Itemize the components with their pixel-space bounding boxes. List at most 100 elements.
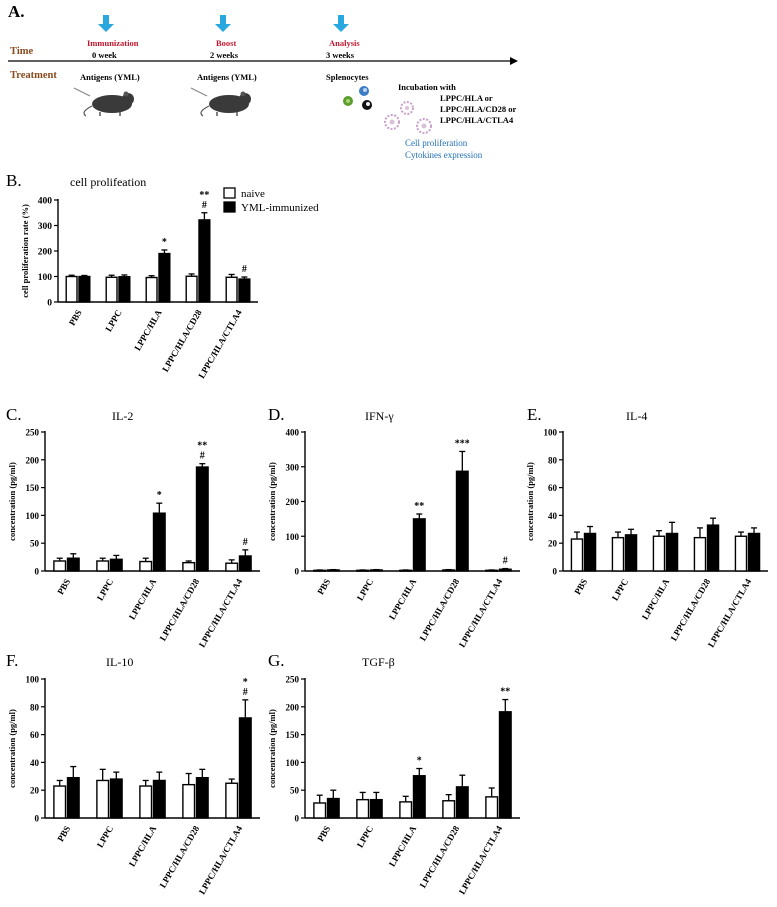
legend-swatch-naive	[223, 187, 236, 199]
bar-immunized	[118, 276, 131, 303]
bar-naive	[313, 569, 327, 572]
legend-swatch-immunized	[223, 201, 236, 213]
bar-immunized	[583, 532, 597, 572]
y-tick-label: 20	[548, 539, 558, 549]
stage-event-analysis: Analysis	[329, 38, 360, 48]
bar-immunized	[238, 717, 252, 819]
stage-treatment-2: Splenocytes	[326, 72, 369, 82]
incubation-title: Incubation with	[398, 82, 456, 92]
bar-naive	[225, 782, 239, 819]
bar-immunized	[326, 797, 340, 819]
significance-label: *	[417, 756, 422, 767]
bar-immunized	[152, 512, 166, 572]
legend-label-naive: naive	[241, 188, 265, 200]
x-tick-label: PBS	[315, 824, 332, 843]
significance-label: #	[243, 537, 248, 548]
bar-naive	[225, 276, 238, 303]
x-tick-label: LPPC/HLA/CD28	[160, 308, 204, 374]
y-tick-label: 0	[35, 814, 40, 824]
x-tick-label: LPPC/HLA	[132, 308, 164, 353]
y-tick-label: 200	[286, 497, 300, 507]
bar-naive	[225, 562, 239, 572]
bar-naive	[185, 275, 198, 303]
bar-naive	[182, 783, 196, 819]
bar-immunized	[66, 557, 80, 572]
bar-naive	[65, 275, 78, 303]
panel-a-letter: A.	[8, 2, 25, 21]
bar-immunized	[66, 776, 80, 819]
lppc-particle-icon	[384, 101, 432, 134]
bar-naive	[485, 569, 499, 572]
significance-label: *	[162, 237, 167, 248]
stage-time-2: 3 weeks	[326, 50, 355, 60]
y-tick-label: 200	[26, 455, 40, 465]
y-tick-label: 250	[286, 675, 300, 685]
bar-immunized	[109, 558, 123, 572]
y-axis-label: concentration (pg/ml)	[7, 462, 17, 541]
bar-naive	[356, 569, 370, 572]
stage-event-boost: Boost	[216, 38, 237, 48]
legend-label-immunized: YML-immunized	[241, 202, 319, 214]
chart-title: IL-2	[112, 409, 133, 423]
bar-naive	[96, 779, 110, 819]
splenocyte-green-icon	[343, 96, 353, 106]
significance-label: #	[200, 451, 205, 462]
time-row-label: Time	[10, 46, 34, 57]
x-tick-label: PBS	[315, 577, 332, 596]
bar-naive	[356, 798, 370, 819]
bar-immunized	[706, 524, 720, 572]
bar-immunized	[195, 466, 209, 572]
x-tick-label: PBS	[572, 577, 589, 596]
bar-naive	[399, 569, 413, 572]
x-tick-label: LPPC	[103, 308, 123, 333]
y-tick-label: 400	[38, 197, 53, 207]
bar-immunized	[665, 532, 679, 572]
y-tick-label: 100	[26, 675, 40, 685]
mouse-icon	[190, 87, 251, 117]
significance-label: ***	[455, 438, 470, 449]
x-tick-label: LPPC/HLA	[387, 577, 419, 622]
bar-naive	[734, 535, 748, 572]
y-tick-label: 0	[295, 814, 300, 824]
y-tick-label: 100	[26, 511, 40, 521]
x-tick-label: LPPC/HLA/CTLA4	[457, 577, 505, 650]
incubation-line: LPPC/HLA/CTLA4	[440, 115, 514, 125]
y-tick-label: 100	[286, 532, 300, 542]
y-tick-label: 40	[548, 511, 558, 521]
significance-label: #	[243, 687, 248, 698]
mouse-icon	[73, 87, 134, 117]
y-tick-label: 250	[26, 428, 40, 438]
x-tick-label: LPPC	[610, 577, 630, 602]
stage-time-0: 0 week	[92, 50, 117, 60]
y-tick-label: 100	[38, 273, 53, 283]
x-tick-label: LPPC	[95, 577, 115, 602]
lppc-particle-core-icon	[389, 106, 427, 129]
x-tick-label: LPPC/HLA/CD28	[158, 824, 202, 890]
significance-label: #	[242, 264, 247, 275]
chart-title: cell prolifeation	[70, 175, 146, 189]
y-tick-label: 100	[286, 758, 300, 768]
bar-immunized	[498, 711, 512, 819]
y-tick-label: 0	[553, 567, 558, 577]
significance-label: **	[197, 441, 207, 452]
panel-letter: F.	[6, 651, 18, 670]
bar-immunized	[498, 568, 512, 572]
y-axis-label: concentration (pg/ml)	[525, 462, 535, 541]
y-tick-label: 0	[47, 299, 52, 309]
y-axis-label: concentration (pg/ml)	[7, 709, 17, 788]
x-tick-label: LPPC/HLA/CD28	[669, 577, 713, 643]
y-tick-label: 0	[35, 567, 40, 577]
x-tick-label: PBS	[55, 824, 72, 843]
x-tick-label: LPPC/HLA	[387, 824, 419, 869]
bar-immunized	[109, 778, 123, 819]
y-axis-label: concentration (pg/ml)	[267, 709, 277, 788]
bar-naive	[442, 569, 456, 572]
bar-immunized	[158, 252, 171, 303]
x-tick-label: LPPC/HLA/CTLA4	[706, 577, 754, 650]
bar-naive	[53, 560, 67, 572]
significance-label: #	[503, 556, 508, 567]
bar-immunized	[369, 798, 383, 819]
x-tick-label: LPPC/HLA/CTLA4	[197, 577, 245, 650]
y-tick-label: 20	[30, 786, 40, 796]
